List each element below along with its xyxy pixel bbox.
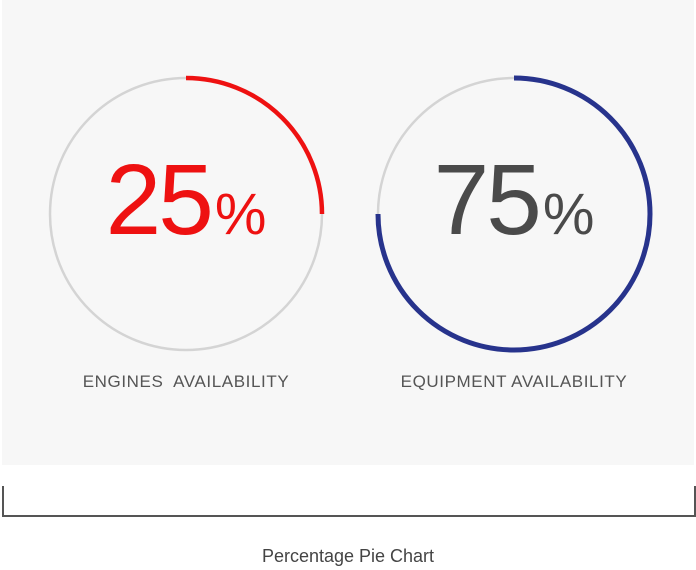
engines-availability-percent-sign: % (214, 182, 267, 247)
bracket-line (2, 486, 696, 517)
engines-availability-gauge: 25% ENGINES AVAILABILITY (26, 0, 346, 400)
engines-availability-number: 25 (105, 144, 214, 256)
equipment-availability-label: EQUIPMENT AVAILABILITY (400, 372, 628, 391)
equipment-availability-percent-sign: % (542, 182, 595, 247)
equipment-availability-gauge: 75% EQUIPMENT AVAILABILITY (354, 0, 674, 400)
engines-availability-label: ENGINES AVAILABILITY (82, 372, 290, 391)
equipment-availability-arc (375, 75, 653, 353)
equipment-availability-ring (375, 75, 653, 353)
engines-availability-ring (48, 75, 325, 352)
engines-availability-arc (185, 75, 325, 215)
equipment-availability-number: 75 (433, 144, 542, 256)
chart-caption: Percentage Pie Chart (261, 546, 435, 566)
engines-availability-value: 25% (26, 150, 346, 250)
equipment-availability-value: 75% (354, 150, 674, 250)
chart-panel (2, 0, 694, 465)
